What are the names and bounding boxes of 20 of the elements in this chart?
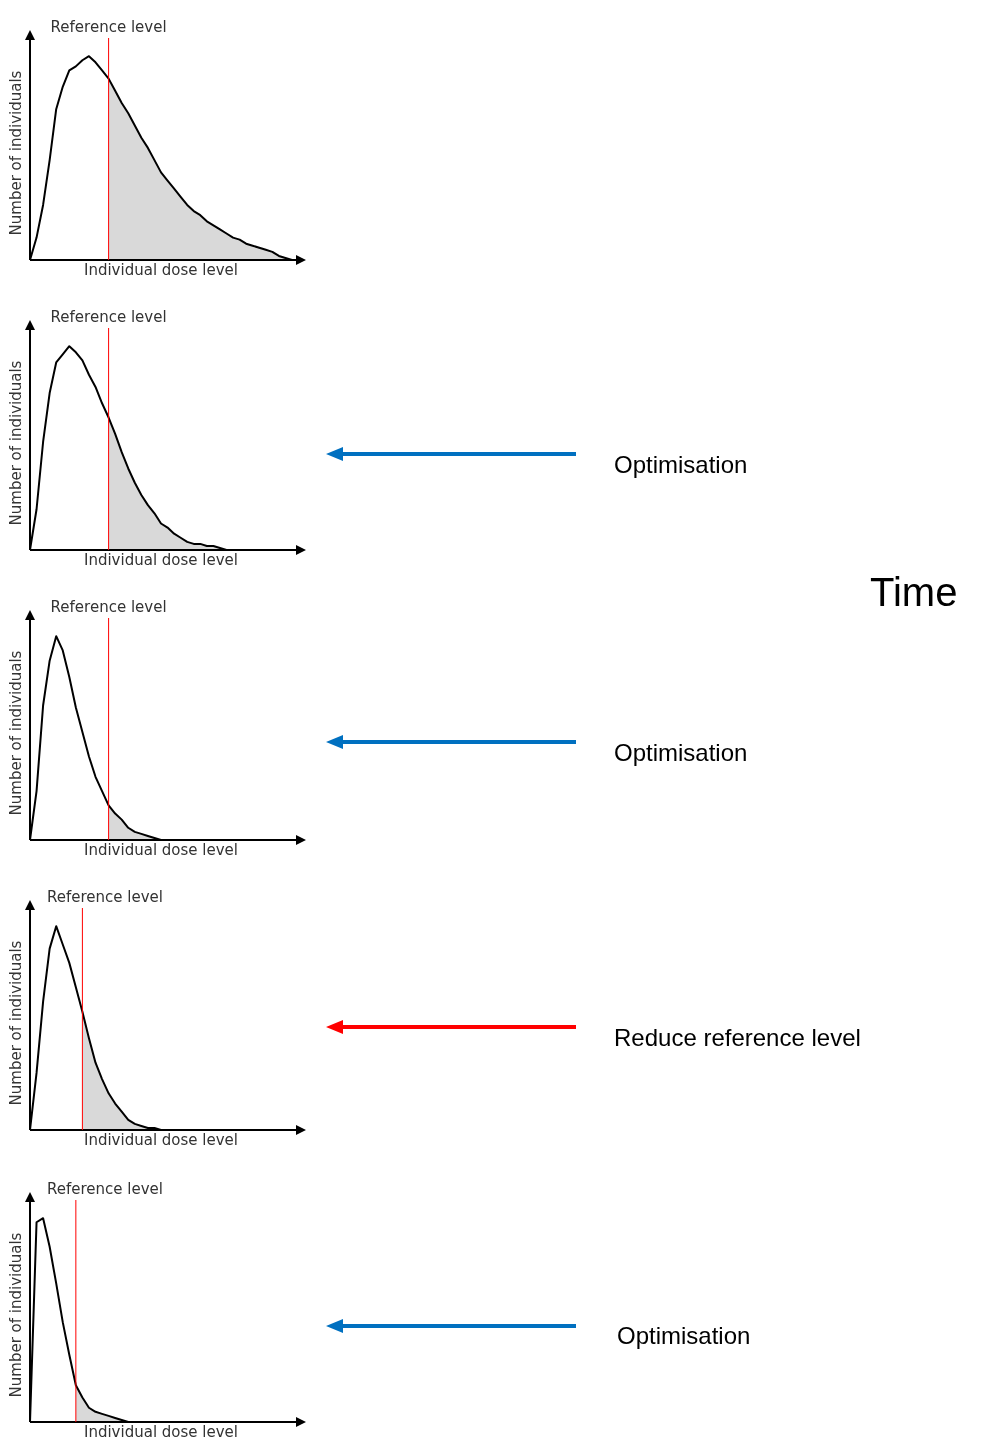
- text: Reference level: [47, 1180, 163, 1199]
- y-axis-title: Number of individuals: [6, 1232, 25, 1398]
- y-axis-title: Number of individuals: [6, 650, 25, 816]
- x-axis-title: Individual dose level: [84, 840, 238, 859]
- text: Optimisation: [617, 1322, 751, 1350]
- text: Optimisation: [614, 739, 748, 767]
- y-axis-title: Number of individuals: [6, 940, 25, 1106]
- y-axis-title: Number of individuals: [6, 70, 25, 236]
- text: Optimisation: [614, 451, 748, 479]
- text: Reduce reference level: [614, 1024, 861, 1052]
- text: Reference level: [50, 18, 167, 37]
- x-axis-title: Individual dose level: [84, 260, 238, 279]
- y-axis-title: Number of individuals: [6, 360, 25, 526]
- text: Reference level: [50, 598, 167, 617]
- text: Time: [870, 570, 958, 615]
- text: Reference level: [50, 308, 167, 327]
- text: Reference level: [47, 888, 163, 907]
- x-axis-title: Individual dose level: [84, 550, 238, 569]
- x-axis-title: Individual dose level: [84, 1130, 238, 1149]
- x-axis-title: Individual dose level: [84, 1422, 238, 1441]
